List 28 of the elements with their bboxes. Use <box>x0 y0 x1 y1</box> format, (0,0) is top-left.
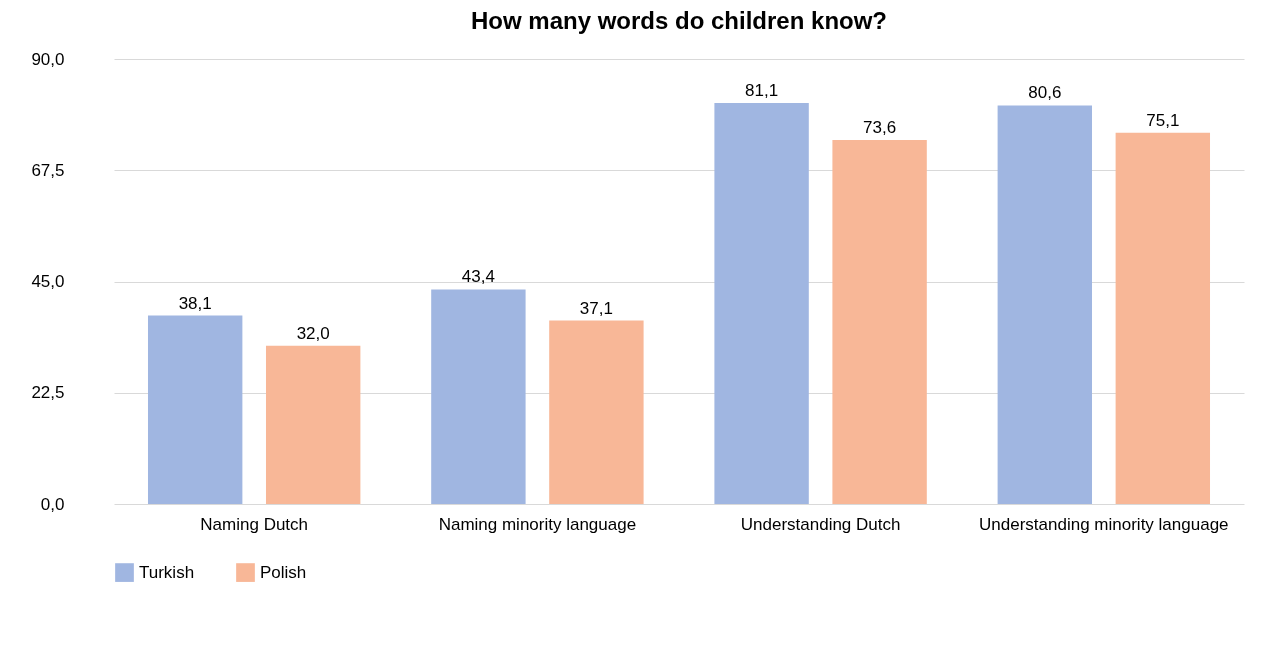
data-label: 43,4 <box>461 267 495 287</box>
data-label: 81,1 <box>745 81 779 101</box>
bar <box>997 105 1093 504</box>
y-tick-label: 90,0 <box>31 49 65 69</box>
x-tick-label: Understanding Dutch <box>740 514 901 534</box>
bar <box>431 289 526 504</box>
legend-label: Turkish <box>139 562 195 582</box>
y-tick-label: 67,5 <box>31 160 65 180</box>
data-label: 75,1 <box>1146 110 1180 130</box>
data-label: 37,1 <box>579 298 613 318</box>
data-label: 73,6 <box>863 118 897 138</box>
legend-label: Polish <box>260 562 307 582</box>
data-label: 38,1 <box>178 293 212 313</box>
bar <box>1115 132 1211 504</box>
bar <box>832 140 927 504</box>
x-tick-label: Naming minority language <box>438 514 637 534</box>
y-tick-label: 22,5 <box>31 383 65 403</box>
bar <box>147 315 243 504</box>
x-tick-label: Understanding minority language <box>979 514 1229 534</box>
data-label: 80,6 <box>1028 83 1062 103</box>
y-tick-label: 45,0 <box>31 272 65 291</box>
bar <box>714 103 809 504</box>
data-label: 32,0 <box>296 323 330 343</box>
chart-title: How many words do children know? <box>470 7 888 34</box>
bar <box>265 345 361 504</box>
bar <box>549 320 644 504</box>
x-tick-label: Naming Dutch <box>200 514 309 534</box>
y-tick-label: 0,0 <box>40 494 65 514</box>
